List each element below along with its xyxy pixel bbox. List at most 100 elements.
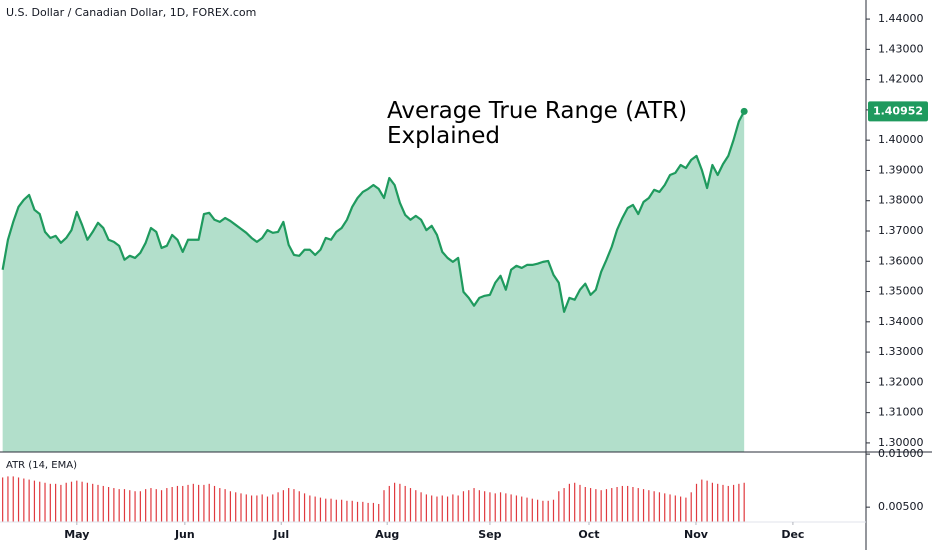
atr-bar xyxy=(245,494,247,522)
atr-bar xyxy=(717,483,719,522)
atr-bar xyxy=(388,485,390,522)
atr-bar xyxy=(738,483,740,522)
atr-bar xyxy=(399,483,401,522)
atr-bar xyxy=(12,476,14,522)
atr-bar xyxy=(521,496,523,522)
atr-bar xyxy=(526,497,528,522)
atr-bar xyxy=(510,494,512,522)
y-tick-label: 1.36000 xyxy=(878,254,924,267)
atr-bar xyxy=(441,495,443,522)
atr-bar xyxy=(7,476,9,522)
atr-bar xyxy=(282,490,284,522)
atr-bar xyxy=(409,488,412,522)
atr-bar xyxy=(680,496,682,522)
atr-bar xyxy=(250,495,253,522)
atr-bar xyxy=(484,491,486,522)
atr-bar xyxy=(70,481,73,522)
atr-bar xyxy=(372,502,375,522)
atr-bar xyxy=(298,491,300,522)
atr-bar xyxy=(129,490,131,522)
atr-bar xyxy=(240,493,242,522)
atr-bar xyxy=(145,489,147,522)
x-tick-label: May xyxy=(64,528,89,541)
atr-bar xyxy=(39,481,41,522)
atr-bar xyxy=(182,485,184,522)
atr-bar xyxy=(690,492,692,522)
y-tick-label: 1.30000 xyxy=(878,436,924,449)
atr-bar xyxy=(86,482,88,522)
atr-bar xyxy=(462,491,465,522)
atr-bar xyxy=(118,489,120,522)
atr-bar xyxy=(65,482,67,522)
atr-bar xyxy=(420,492,422,522)
indicator-label: ATR (14, EMA) xyxy=(6,460,77,471)
annotation: Average True Range (ATR) xyxy=(387,98,687,124)
atr-bar xyxy=(187,484,189,522)
atr-bar xyxy=(542,500,544,522)
atr-bar xyxy=(600,490,602,522)
chart-title: U.S. Dollar / Canadian Dollar, 1D, FOREX… xyxy=(6,6,256,19)
atr-bar xyxy=(192,483,194,522)
atr-bar xyxy=(102,485,104,522)
atr-bar xyxy=(319,497,322,522)
atr-bar xyxy=(722,484,724,522)
atr-bar xyxy=(425,494,427,522)
atr-bar xyxy=(431,495,433,522)
x-tick-label: Dec xyxy=(781,528,804,541)
atr-bar xyxy=(139,491,141,522)
atr-bar xyxy=(404,485,406,522)
atr-bar xyxy=(288,488,290,522)
atr-bar xyxy=(208,483,210,522)
atr-bar xyxy=(574,482,576,522)
atr-bar xyxy=(92,483,94,522)
atr-bar xyxy=(446,496,449,522)
atr-bar xyxy=(727,485,729,522)
atr-bar xyxy=(356,501,359,522)
atr-bar xyxy=(346,500,348,522)
atr-bar xyxy=(266,496,269,522)
atr-bar xyxy=(653,491,655,522)
atr-bar xyxy=(160,490,163,522)
atr-bar xyxy=(473,488,475,522)
x-tick-label: Oct xyxy=(578,528,599,541)
last-point xyxy=(740,107,748,115)
atr-bar xyxy=(505,493,507,522)
atr-bar xyxy=(166,488,168,522)
x-tick-label: Sep xyxy=(478,528,501,541)
atr-bar xyxy=(711,482,713,522)
y-tick-label: 1.37000 xyxy=(878,224,924,237)
atr-bar xyxy=(203,484,205,522)
atr-bar xyxy=(341,499,343,522)
atr-bar xyxy=(17,477,20,522)
y-tick-label: 1.32000 xyxy=(878,375,924,388)
atr-bar xyxy=(309,495,311,522)
atr-bar xyxy=(261,494,263,522)
atr-bar xyxy=(176,485,179,522)
x-tick-label: Jun xyxy=(174,528,195,541)
last-price-box xyxy=(868,101,928,122)
atr-bar xyxy=(335,499,337,522)
annotation: Explained xyxy=(387,123,500,149)
atr-bar xyxy=(303,493,306,522)
atr-bar xyxy=(2,477,4,522)
atr-bar xyxy=(213,485,216,522)
atr-bar xyxy=(314,496,316,522)
atr-bar xyxy=(648,490,650,522)
atr-bar xyxy=(743,482,745,522)
last-price-label: 1.40952 xyxy=(873,104,923,117)
atr-bar xyxy=(49,483,51,522)
atr-bar xyxy=(616,487,618,522)
atr-bar xyxy=(568,483,570,522)
atr-bar xyxy=(695,483,698,522)
x-tick-label: Aug xyxy=(375,528,399,541)
atr-bar xyxy=(272,494,274,522)
atr-bar xyxy=(457,495,459,522)
atr-bar xyxy=(489,492,491,522)
y2-tick-label: 0.01000 xyxy=(878,447,924,460)
atr-bar xyxy=(558,491,560,522)
atr-bar xyxy=(97,484,99,522)
atr-bar xyxy=(362,501,364,522)
atr-bar xyxy=(28,479,30,522)
atr-bar xyxy=(256,495,258,522)
atr-bar xyxy=(589,488,592,522)
